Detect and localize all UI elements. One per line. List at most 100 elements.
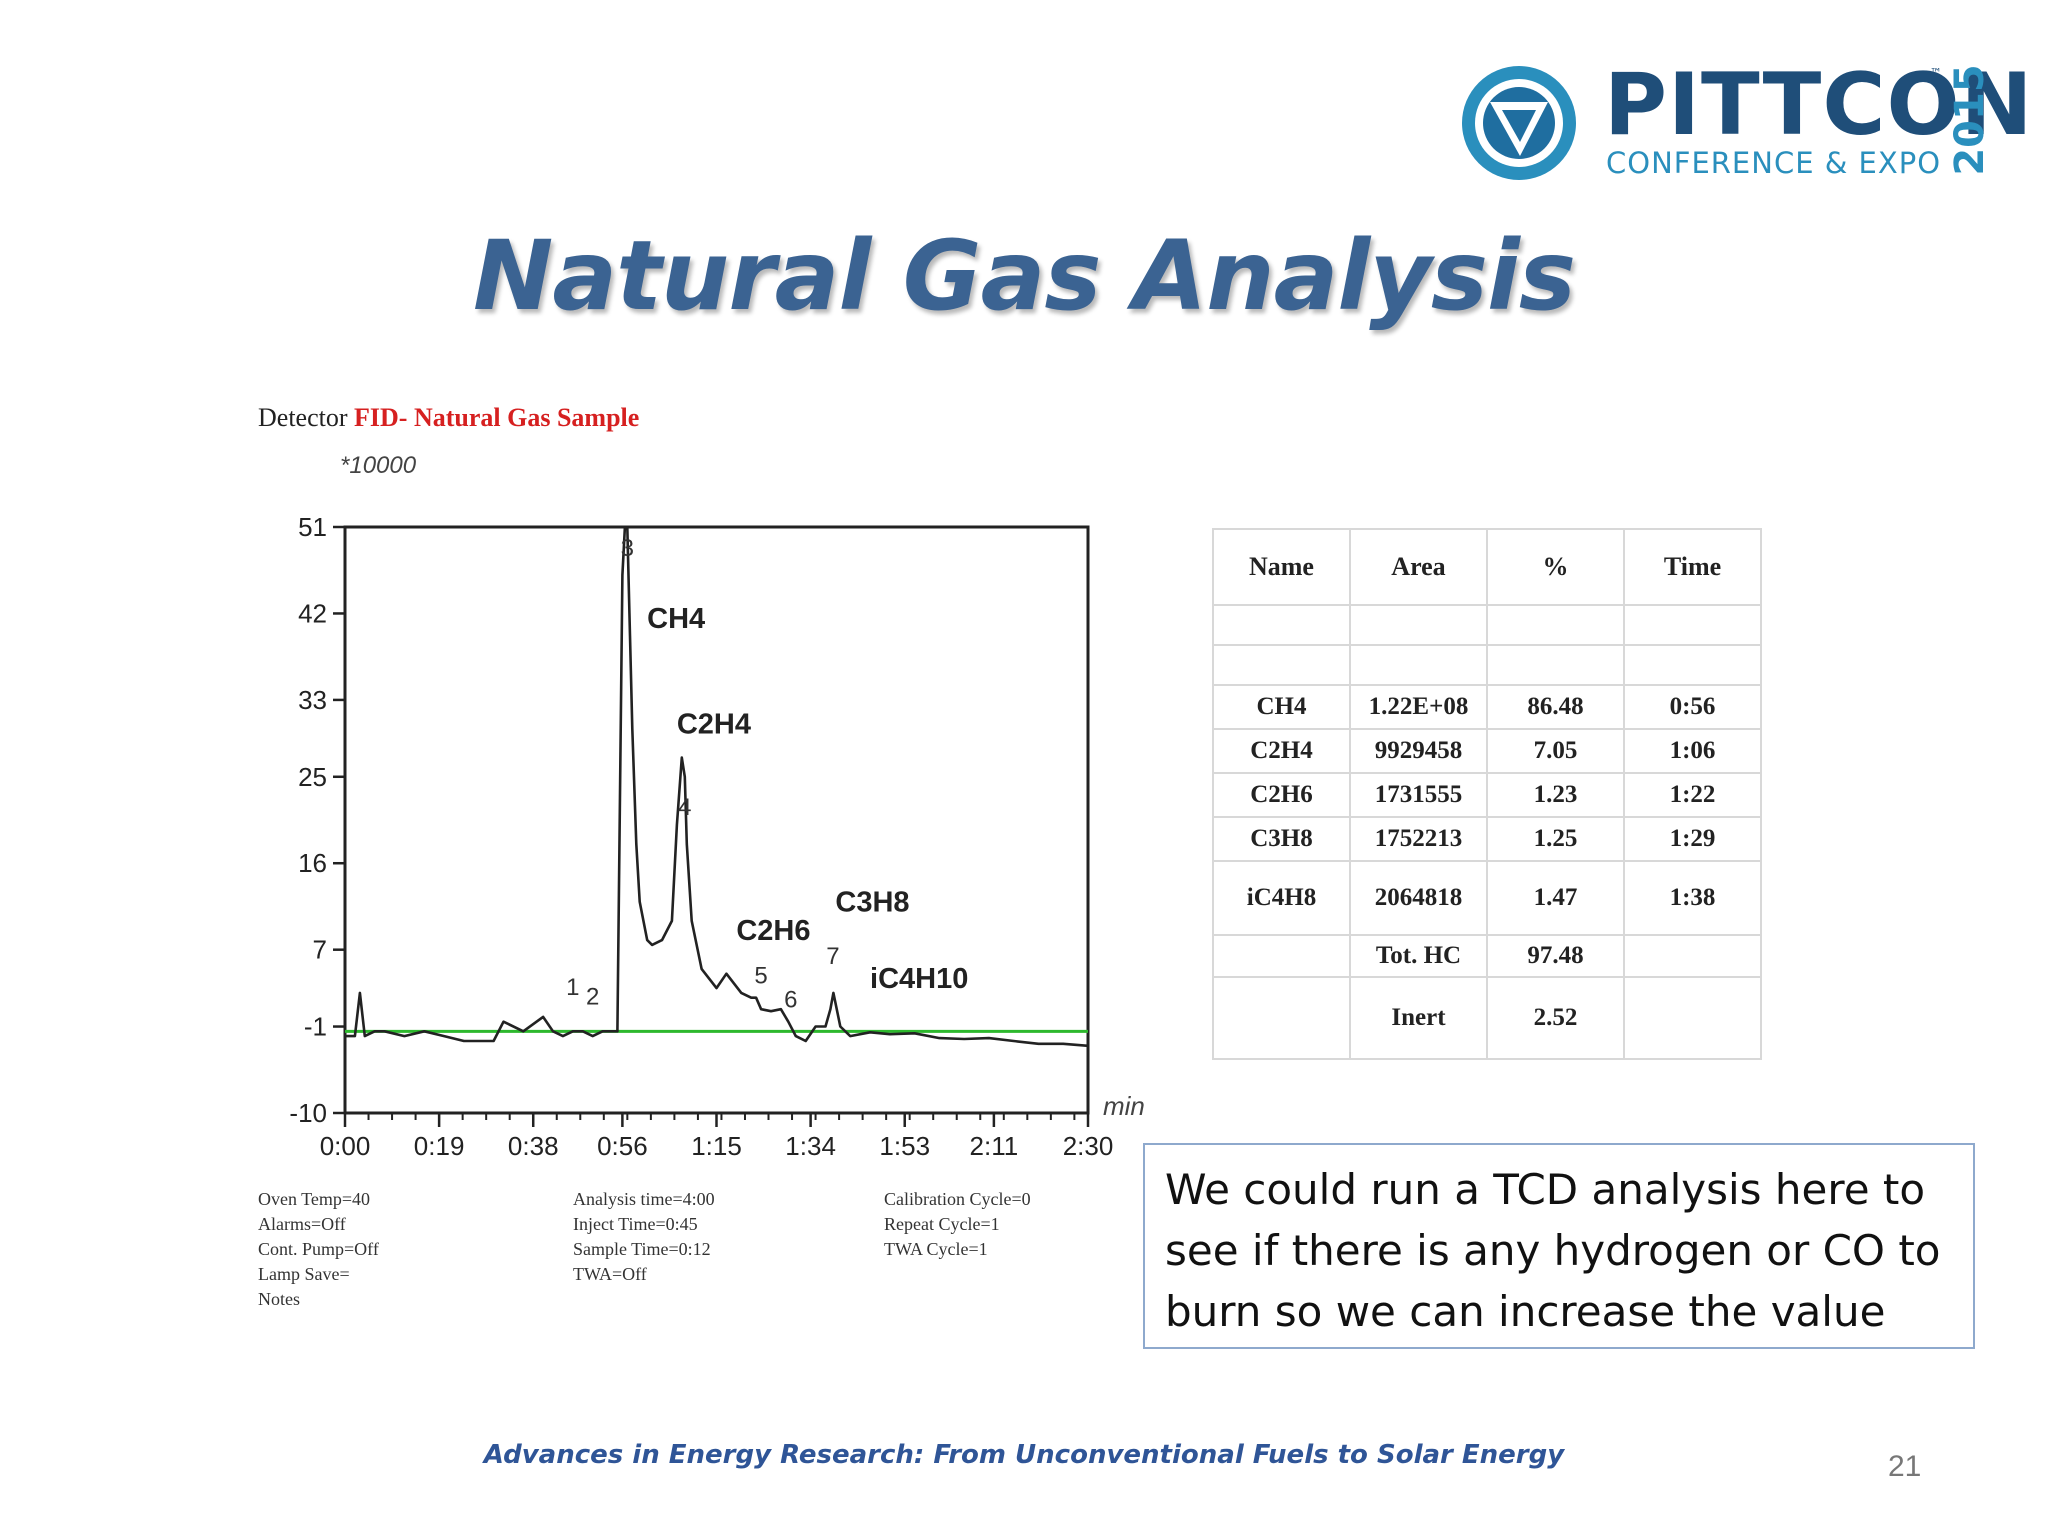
x-axis: 0:00 0:19 0:38 0:56 1:15 1:34 1:53 2:11 2:30 bbox=[320, 1113, 1114, 1161]
table-row: C3H8 1752213 1.25 1:29 bbox=[1212, 816, 1762, 862]
table-cell: 1:22 bbox=[1623, 772, 1762, 818]
logo-subtitle: CONFERENCE & EXPO bbox=[1606, 146, 1942, 180]
table-cell: 0:56 bbox=[1623, 684, 1762, 730]
table-cell: 97.48 bbox=[1486, 934, 1625, 978]
chart-title: FID- Natural Gas Sample bbox=[354, 403, 640, 432]
table-cell: C2H6 bbox=[1212, 772, 1351, 818]
peak-number-label: 4 bbox=[678, 794, 691, 821]
y-tick-label: 7 bbox=[313, 935, 327, 965]
table-cell: 2064818 bbox=[1349, 860, 1488, 936]
y-multiplier: *10000 bbox=[340, 452, 417, 479]
x-tick-label: 2:11 bbox=[970, 1131, 1019, 1161]
table-cell: 7.05 bbox=[1486, 728, 1625, 774]
run-info-line: Notes bbox=[258, 1289, 300, 1309]
y-tick-label: 51 bbox=[298, 512, 327, 542]
table-cell: Tot. HC bbox=[1349, 934, 1488, 978]
table-cell: 86.48 bbox=[1486, 684, 1625, 730]
table-cell: 1731555 bbox=[1349, 772, 1488, 818]
x-tick-label: 1:15 bbox=[691, 1131, 742, 1161]
table-cell: 1:29 bbox=[1623, 816, 1762, 862]
table-cell bbox=[1623, 934, 1762, 978]
y-tick-label: 25 bbox=[298, 762, 327, 792]
run-info-line: Alarms=Off bbox=[258, 1214, 346, 1234]
peak-name-label: CH4 bbox=[647, 603, 705, 635]
table-cell: 1:38 bbox=[1623, 860, 1762, 936]
peak-number-label: 1 bbox=[566, 974, 579, 1001]
table-cell: C3H8 bbox=[1212, 816, 1351, 862]
peak-name-label: C2H4 bbox=[677, 709, 751, 741]
table-cell: 1.47 bbox=[1486, 860, 1625, 936]
pittcon-logo: PITTCON ™ CONFERENCE & EXPO 2015 bbox=[1460, 58, 2033, 188]
table-row: C2H6 1731555 1.23 1:22 bbox=[1212, 772, 1762, 818]
run-info-line: Repeat Cycle=1 bbox=[884, 1214, 1000, 1234]
x-tick-label: 2:30 bbox=[1063, 1131, 1114, 1161]
run-info-line: Calibration Cycle=0 bbox=[884, 1189, 1031, 1209]
table-cell: C2H4 bbox=[1212, 728, 1351, 774]
y-tick-label: 33 bbox=[298, 685, 327, 715]
peak-name-label: iC4H10 bbox=[870, 963, 968, 995]
table-blank-row bbox=[1212, 644, 1762, 686]
detector-prefix: Detector bbox=[258, 403, 355, 432]
run-info-line: Analysis time=4:00 bbox=[573, 1189, 715, 1209]
table-cell bbox=[1623, 976, 1762, 1060]
peak-number-label: 7 bbox=[826, 943, 839, 970]
table-total-row: Tot. HC 97.48 bbox=[1212, 934, 1762, 978]
peak-number-label: 6 bbox=[784, 986, 797, 1013]
table-cell: 9929458 bbox=[1349, 728, 1488, 774]
peak-number-label: 5 bbox=[754, 962, 767, 989]
table-cell: 2.52 bbox=[1486, 976, 1625, 1060]
x-tick-label: 0:19 bbox=[414, 1131, 465, 1161]
run-info-col2: Analysis time=4:00 Inject Time=0:45 Samp… bbox=[573, 1187, 715, 1287]
peak-number-label: 2 bbox=[586, 983, 599, 1010]
peak-name-label: C2H6 bbox=[736, 915, 810, 947]
table-cell: 1:06 bbox=[1623, 728, 1762, 774]
page-number: 21 bbox=[1888, 1450, 1922, 1483]
run-info-line: TWA=Off bbox=[573, 1264, 647, 1284]
table-row: CH4 1.22E+08 86.48 0:56 bbox=[1212, 684, 1762, 730]
table-cell: CH4 bbox=[1212, 684, 1351, 730]
x-axis-label: min bbox=[1103, 1091, 1145, 1121]
table-header-cell: Name bbox=[1212, 528, 1351, 606]
table-cell: 1.22E+08 bbox=[1349, 684, 1488, 730]
table-cell: iC4H8 bbox=[1212, 860, 1351, 936]
run-info-line: TWA Cycle=1 bbox=[884, 1239, 988, 1259]
y-axis: 51 42 33 25 16 7 -1 -10 bbox=[289, 512, 345, 1128]
x-tick-label: 1:53 bbox=[879, 1131, 930, 1161]
chromatogram-trace bbox=[345, 525, 1089, 1048]
logo-wordmark: PITTCON bbox=[1604, 55, 2034, 155]
peak-number-label: 3 bbox=[621, 535, 634, 562]
slide-title: Natural Gas Analysis bbox=[472, 220, 1576, 332]
table-row: C2H4 9929458 7.05 1:06 bbox=[1212, 728, 1762, 774]
pittcon-emblem-icon bbox=[1462, 66, 1576, 180]
chart-header: Detector FID- Natural Gas Sample bbox=[258, 403, 639, 433]
run-info-line: Inject Time=0:45 bbox=[573, 1214, 698, 1234]
table-cell: 1.25 bbox=[1486, 816, 1625, 862]
run-info-line: Cont. Pump=Off bbox=[258, 1239, 379, 1259]
footer-text: Advances in Energy Research: From Unconv… bbox=[483, 1440, 1565, 1470]
y-tick-label: 16 bbox=[298, 848, 327, 878]
x-tick-label: 0:56 bbox=[597, 1131, 648, 1161]
table-header-row: Name Area % Time bbox=[1212, 528, 1762, 606]
y-tick-label: -1 bbox=[304, 1012, 327, 1042]
table-header-cell: Area bbox=[1349, 528, 1488, 606]
table-cell: 1752213 bbox=[1349, 816, 1488, 862]
logo-trademark: ™ bbox=[1930, 66, 1942, 80]
table-cell: Inert bbox=[1349, 976, 1488, 1060]
run-info-line: Sample Time=0:12 bbox=[573, 1239, 711, 1259]
note-textbox: We could run a TCD analysis here to see … bbox=[1143, 1143, 1975, 1349]
run-info-line: Lamp Save= bbox=[258, 1264, 350, 1284]
table-total-row: Inert 2.52 bbox=[1212, 976, 1762, 1060]
table-cell bbox=[1212, 934, 1351, 978]
table-header-cell: % bbox=[1486, 528, 1625, 606]
y-tick-label: -10 bbox=[289, 1098, 327, 1128]
table-header-cell: Time bbox=[1623, 528, 1762, 606]
run-info-line: Oven Temp=40 bbox=[258, 1189, 371, 1209]
results-table: Name Area % Time CH4 1.22E+08 86.48 0:56… bbox=[1212, 528, 1762, 1060]
peak-name-label: C3H8 bbox=[835, 886, 909, 918]
y-tick-label: 42 bbox=[298, 598, 327, 628]
table-row: iC4H8 2064818 1.47 1:38 bbox=[1212, 860, 1762, 936]
run-info-col3: Calibration Cycle=0 Repeat Cycle=1 TWA C… bbox=[884, 1187, 1031, 1262]
table-blank-row bbox=[1212, 604, 1762, 646]
